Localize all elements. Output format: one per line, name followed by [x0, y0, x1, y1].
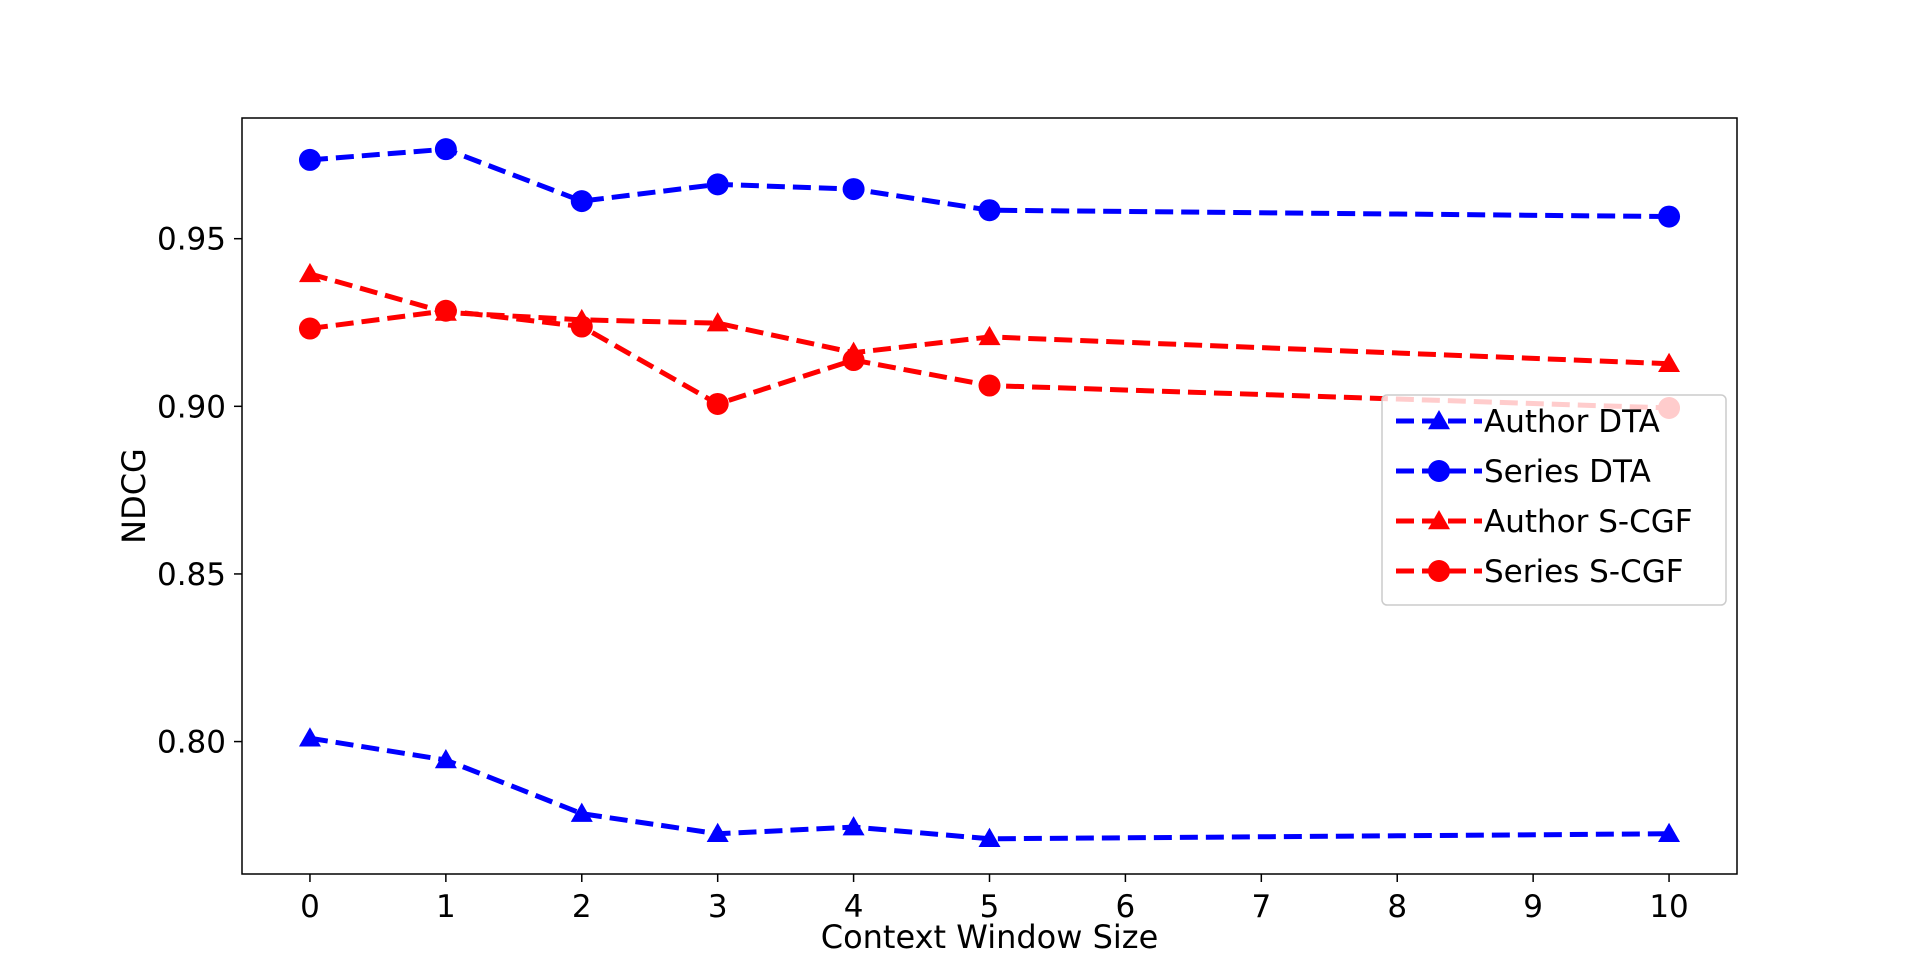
data-point	[978, 827, 1001, 848]
data-point	[298, 148, 321, 171]
legend-marker	[1428, 560, 1450, 582]
data-point	[978, 199, 1001, 222]
legend-marker	[1428, 410, 1450, 430]
legend-label: Author DTA	[1484, 404, 1660, 440]
data-point	[570, 315, 593, 338]
data-point	[706, 173, 729, 196]
x-tick-label: 4	[844, 889, 864, 925]
data-point	[434, 138, 457, 161]
legend-marker	[1428, 460, 1450, 482]
y-axis-label: NDCG	[115, 448, 153, 544]
x-tick-label: 8	[1387, 889, 1407, 925]
plot-frame	[241, 117, 1738, 875]
data-point	[570, 190, 593, 213]
x-tick-label: 1	[436, 889, 456, 925]
legend-item: Author DTA	[1396, 404, 1660, 440]
x-tick-label: 7	[1251, 889, 1271, 925]
data-point	[298, 262, 321, 283]
legend-item: Series DTA	[1396, 454, 1651, 490]
y-tick-label: 0.95	[157, 222, 226, 258]
legend-item: Series S-CGF	[1396, 554, 1684, 590]
x-tick-label: 10	[1649, 889, 1688, 925]
data-point	[298, 317, 321, 340]
data-point	[434, 749, 457, 769]
ticks-layer: 0 1 2 3 4 5 6 7 8 9 10 0.80 0.85 0.90 0.95	[157, 222, 1689, 925]
x-tick-label: 9	[1523, 889, 1543, 925]
x-tick-label: 3	[708, 889, 728, 925]
x-axis-label: Context Window Size	[821, 918, 1159, 956]
legend-item: Author S-CGF	[1396, 504, 1693, 540]
data-point	[1658, 822, 1681, 843]
data-point	[842, 349, 865, 372]
legend: Author DTA Series DTA Author S-CGF Series S…	[1381, 394, 1727, 606]
data-point	[978, 374, 1001, 397]
series-layer	[298, 138, 1681, 848]
data-point	[1658, 205, 1681, 228]
x-tick-label: 0	[300, 889, 320, 925]
data-point	[1658, 352, 1681, 372]
legend-marker	[1428, 510, 1450, 530]
x-tick-label: 6	[1116, 889, 1136, 925]
data-point	[298, 727, 321, 747]
data-point	[706, 822, 729, 843]
y-tick-label: 0.85	[157, 557, 226, 593]
x-tick-label: 5	[980, 889, 1000, 925]
x-tick-label: 2	[572, 889, 592, 925]
y-tick-label: 0.80	[157, 725, 226, 761]
y-tick-label: 0.90	[157, 389, 226, 425]
data-point	[842, 816, 865, 836]
series-author-dta	[298, 727, 1681, 848]
data-point	[706, 312, 729, 332]
data-point	[706, 392, 729, 415]
legend-label: Series DTA	[1484, 454, 1651, 490]
legend-box	[1381, 394, 1727, 606]
data-point	[978, 325, 1001, 346]
data-point	[434, 299, 457, 322]
data-point	[842, 178, 865, 201]
series-series-dta	[298, 138, 1681, 228]
data-point	[570, 802, 593, 822]
legend-label: Author S-CGF	[1484, 504, 1693, 540]
legend-label: Series S-CGF	[1484, 554, 1684, 590]
